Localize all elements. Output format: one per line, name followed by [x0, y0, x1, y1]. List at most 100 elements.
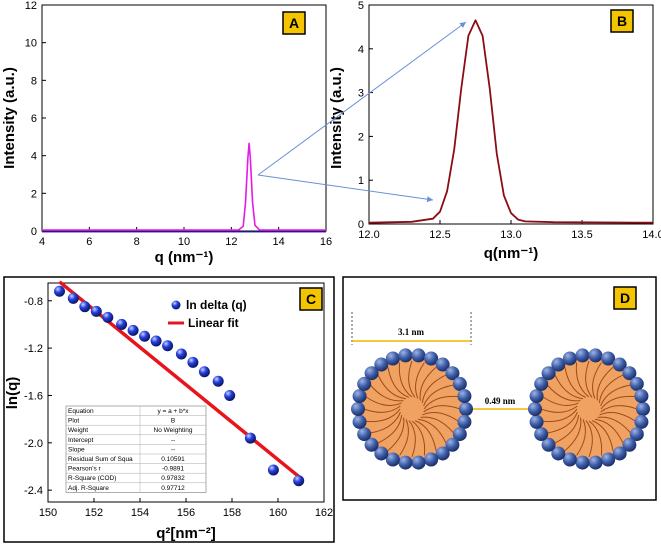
micelle-head	[398, 348, 413, 363]
panel-c-xtick-label: 152	[85, 507, 103, 519]
micelle-chain	[365, 396, 402, 406]
micelle-chain	[600, 395, 636, 410]
panel-a-xtick-label: 14	[273, 236, 285, 248]
micelle-head	[445, 366, 460, 381]
micelle-chain	[540, 405, 578, 413]
micelle-head	[459, 402, 473, 416]
micelle-head	[588, 348, 603, 363]
fit-table-value: 0.97832	[161, 475, 185, 482]
micelle-head	[457, 414, 472, 429]
micelle-head	[612, 446, 627, 461]
legend-label-fit: Linear fit	[188, 316, 239, 330]
micelle-head	[612, 357, 627, 372]
micelle-head	[551, 446, 566, 461]
panel-c-xtick-label: 160	[269, 507, 287, 519]
panel-c-data-point	[102, 311, 114, 323]
micelle-chain	[592, 420, 614, 451]
micelle-head	[562, 351, 577, 366]
fit-table-key: R-Square (COD)	[68, 475, 116, 482]
micelle-head	[629, 376, 644, 391]
micelle-chain	[423, 405, 461, 413]
micelle-head	[374, 357, 389, 372]
micelle-head	[445, 437, 460, 452]
panel-b-ytick-label: 1	[358, 175, 364, 187]
micelle-chain	[554, 415, 580, 444]
micelle-chain	[419, 367, 437, 401]
panel-b-xtick-label: 13.5	[571, 229, 592, 241]
micelle-head	[374, 446, 389, 461]
panel-c-ytick-label: -1.2	[24, 343, 43, 355]
micelle-chain	[547, 412, 578, 434]
panel-b-ylabel: Intensity (a.u.)	[328, 67, 345, 169]
panel-b-ytick-label: 5	[358, 0, 364, 12]
panel-c-badge	[299, 287, 323, 311]
micelle-head	[452, 376, 467, 391]
micelle-chain	[415, 362, 425, 399]
panel-d-badge-label: D	[620, 290, 630, 306]
panel-b: 12.0 12.5 13.0 13.5 14.0 0 1 2 3 4 5 q(nm⁻¹) Inten…	[328, 0, 661, 262]
micelle-head	[528, 402, 542, 416]
micelle-head	[424, 351, 439, 366]
micelle-head	[411, 455, 426, 470]
panel-b-xtick-label: 13.0	[500, 229, 521, 241]
micelle-chain	[600, 405, 638, 413]
micelle-chain	[415, 420, 437, 451]
micelle-chain	[598, 374, 624, 403]
panel-a-xlabel: q (nm⁻¹)	[155, 249, 214, 266]
micelle-head	[634, 389, 649, 404]
micelle-chain	[418, 418, 447, 444]
panel-b-ytick-label: 0	[358, 219, 364, 231]
micelle-chain	[596, 367, 614, 401]
micelle-head	[562, 452, 577, 467]
micelle-chain	[592, 362, 602, 399]
micelle-chain	[363, 405, 401, 413]
panel-c-data-point	[224, 389, 236, 401]
panel-a-series-line	[42, 142, 326, 231]
panel-a-xtick-label: 12	[225, 236, 237, 248]
legend-label-data: ln delta (q)	[186, 298, 247, 312]
panel-c-xtick-label: 150	[39, 507, 57, 519]
micelle-head	[385, 351, 400, 366]
fit-table-value: --	[171, 437, 175, 444]
micelle-chain	[421, 374, 447, 403]
micelle-chain	[423, 384, 454, 406]
micelle-right	[528, 348, 650, 470]
micelle-left	[351, 348, 473, 470]
fit-table-bg	[65, 405, 207, 493]
panel-c-ytick-label: -2.0	[24, 438, 43, 450]
micelle-chain	[547, 384, 581, 402]
panel-a-ytick-label: 6	[31, 113, 37, 125]
panel-a-ytick-label: 0	[31, 226, 37, 238]
panel-a-badge	[282, 11, 306, 35]
panel-a-frame	[41, 4, 327, 232]
micelle-chain	[377, 415, 403, 444]
panel-a-xtick-label: 16	[320, 236, 332, 248]
diameter-label: 3.1 nm	[398, 327, 425, 337]
micelle-head	[357, 376, 372, 391]
micelle-chain	[585, 360, 593, 398]
panel-c-data-point	[67, 292, 79, 304]
fit-table-key: Residual Sum of Squa	[68, 456, 133, 463]
micelle-head	[601, 452, 616, 467]
fit-table-value: B	[171, 418, 175, 425]
panel-b-xlabel: q(nm⁻¹)	[484, 245, 539, 262]
panel-c-xtick-label: 156	[177, 507, 195, 519]
fit-table-key: Equation	[68, 408, 94, 415]
panel-c-data-point	[150, 335, 162, 347]
micelle-head	[529, 414, 544, 429]
fit-table-key: Adj. R-Square	[68, 485, 109, 492]
micelle-head	[634, 414, 649, 429]
micelle-head	[541, 437, 556, 452]
panel-a: 4 6 8 10 12 14 16 0 2 4 6 8 10 12 q (nm⁻¹) Intensity …	[1, 0, 332, 266]
micelle-head	[541, 366, 556, 381]
micelle-head	[457, 389, 472, 404]
zoom-arrow-top	[257, 21, 467, 176]
micelle-chain	[387, 417, 405, 451]
fit-table-key: Weight	[68, 427, 88, 434]
micelle-head	[534, 376, 549, 391]
micelle-head	[364, 366, 379, 381]
micelle-chain	[377, 374, 406, 400]
micelle-chain	[575, 362, 590, 398]
micelle-chain	[585, 420, 593, 458]
